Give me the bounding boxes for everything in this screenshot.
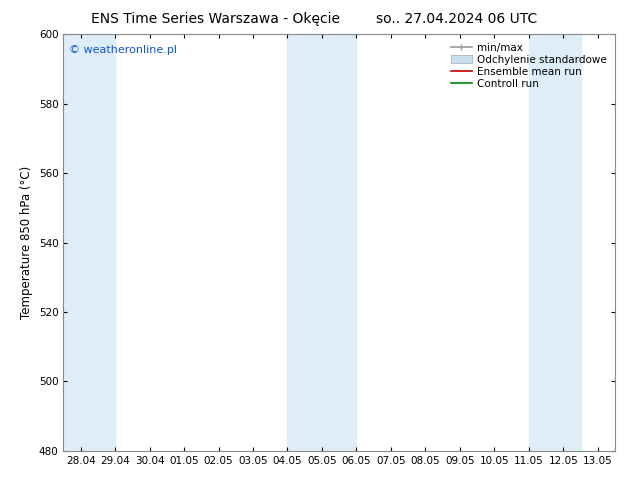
Text: so.. 27.04.2024 06 UTC: so.. 27.04.2024 06 UTC xyxy=(376,12,537,26)
Text: © weatheronline.pl: © weatheronline.pl xyxy=(69,45,177,55)
Bar xyxy=(287,34,356,451)
Legend: min/max, Odchylenie standardowe, Ensemble mean run, Controll run: min/max, Odchylenie standardowe, Ensembl… xyxy=(448,40,610,92)
Bar xyxy=(63,34,115,451)
Text: ENS Time Series Warszawa - Okęcie: ENS Time Series Warszawa - Okęcie xyxy=(91,12,340,26)
Bar xyxy=(529,34,581,451)
Y-axis label: Temperature 850 hPa (°C): Temperature 850 hPa (°C) xyxy=(20,166,33,319)
